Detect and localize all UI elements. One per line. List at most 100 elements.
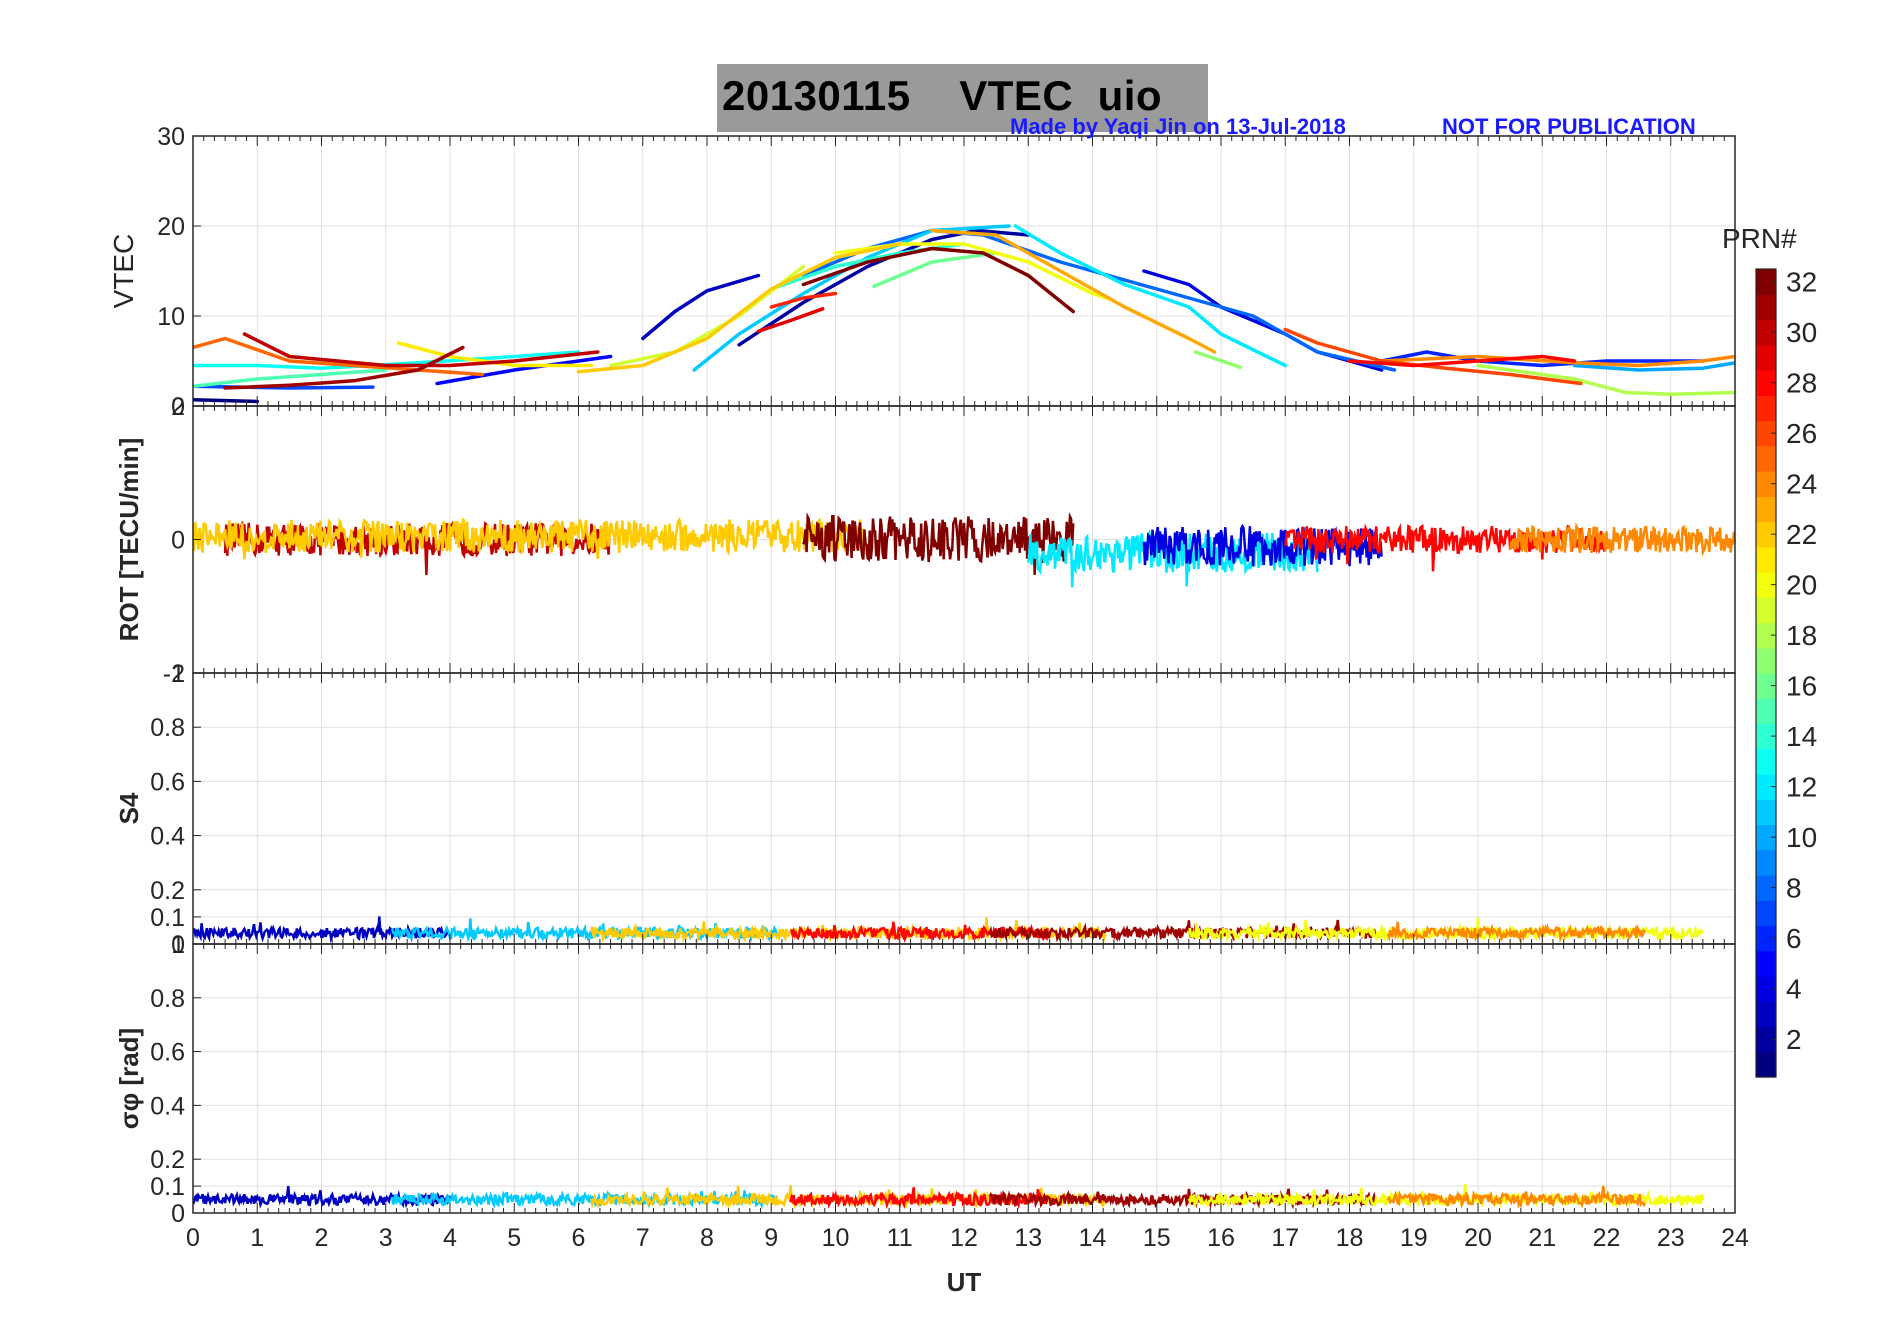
colorbar-swatch bbox=[1756, 445, 1776, 472]
y-tick-label: 0.1 bbox=[150, 1173, 185, 1201]
series-prn-30 bbox=[242, 332, 600, 368]
colorbar-swatch bbox=[1756, 925, 1776, 952]
series-prn-21 bbox=[396, 341, 594, 368]
series-prn-22 bbox=[193, 516, 869, 560]
series-prn-8 bbox=[801, 228, 1397, 372]
colorbar-swatch bbox=[1756, 875, 1776, 901]
title-quantity: VTEC bbox=[959, 72, 1074, 119]
title-date: 20130115 bbox=[722, 72, 911, 119]
series-group bbox=[193, 916, 1704, 944]
x-tick-label: 19 bbox=[1400, 1224, 1428, 1252]
colorbar-swatch bbox=[1756, 774, 1776, 800]
series-prn-27 bbox=[769, 291, 838, 309]
y-tick-label: 0.6 bbox=[150, 1039, 185, 1067]
colorbar-swatch bbox=[1756, 294, 1776, 321]
x-tick-label: 22 bbox=[1593, 1224, 1621, 1252]
series-prn-10 bbox=[1572, 361, 1735, 372]
y-tick-label: 0.4 bbox=[150, 1092, 185, 1120]
colorbar-tick-label: 16 bbox=[1786, 671, 1817, 702]
x-axis-label: UT bbox=[947, 1267, 982, 1297]
panel-s4: 00.10.2 0.4 0.6 0.8 1 S4 bbox=[114, 660, 1736, 959]
y-tick-label: 0.6 bbox=[150, 768, 185, 796]
y-tick-label: 0.8 bbox=[150, 985, 185, 1013]
x-tick-label: 18 bbox=[1336, 1224, 1364, 1252]
x-tick-label: 13 bbox=[1014, 1224, 1042, 1252]
series-prn-15 bbox=[193, 368, 388, 388]
colorbar-tick-label: 4 bbox=[1786, 974, 1802, 1005]
x-tick-label: 21 bbox=[1528, 1224, 1556, 1252]
x-minor-ticks bbox=[192, 944, 1736, 1213]
colorbar-tick-label: 26 bbox=[1786, 418, 1817, 449]
colorbar-swatch bbox=[1756, 723, 1776, 750]
series-group bbox=[193, 224, 1735, 404]
y-tick-label: 0.2 bbox=[150, 1146, 185, 1174]
colorbar-swatch bbox=[1756, 647, 1776, 674]
colorbar-swatch bbox=[1756, 496, 1776, 523]
series-prn-5 bbox=[435, 354, 613, 386]
colorbar-label: PRN# bbox=[1722, 223, 1797, 254]
series-prn-24 bbox=[1386, 921, 1646, 943]
series-prn-31 bbox=[988, 919, 1377, 943]
colorbar-tick-label: 10 bbox=[1786, 822, 1817, 853]
colorbar-swatch bbox=[1756, 572, 1776, 598]
colorbar-tick-label: 18 bbox=[1786, 620, 1817, 651]
colorbar-tick-label: 2 bbox=[1786, 1024, 1802, 1055]
colorbar-swatch bbox=[1756, 950, 1776, 977]
x-tick-label: 16 bbox=[1207, 1224, 1235, 1252]
panel-grid bbox=[193, 944, 1735, 1213]
series-prn-24 bbox=[1379, 354, 1735, 368]
series-prn-24 bbox=[1386, 1185, 1647, 1210]
y-tick-label: 2 bbox=[171, 393, 185, 421]
colorbar-swatch bbox=[1756, 849, 1776, 876]
colorbar-swatch bbox=[1756, 370, 1776, 396]
series-prn-32 bbox=[802, 512, 1075, 575]
x-tick-label: 6 bbox=[572, 1224, 586, 1252]
series-prn-23 bbox=[930, 228, 1217, 354]
x-tick-label: 24 bbox=[1721, 1224, 1749, 1252]
x-tick-label: 2 bbox=[315, 1224, 329, 1252]
x-tick-label: 11 bbox=[887, 1224, 913, 1252]
colorbar-tick-label: 6 bbox=[1786, 923, 1802, 954]
figure-title: 20130115 VTEC uio bbox=[722, 72, 1162, 120]
x-tick-label: 3 bbox=[379, 1224, 393, 1252]
colorbar-swatch bbox=[1756, 622, 1776, 649]
panel-vtec: 0 10 20 30 VTEC bbox=[108, 123, 1736, 421]
colorbar-swatch bbox=[1756, 1051, 1776, 1078]
y-tick-label: 0 bbox=[171, 931, 185, 959]
series-prn-16 bbox=[872, 251, 998, 289]
series-prn-32 bbox=[801, 246, 1075, 314]
series-prn-4 bbox=[1142, 523, 1383, 567]
colorbar-swatch bbox=[1756, 976, 1776, 1002]
series-prn-31 bbox=[988, 1188, 1377, 1210]
colorbar-swatch bbox=[1756, 395, 1776, 422]
y-tick-label: 0 bbox=[171, 393, 185, 421]
colorbar-swatch bbox=[1756, 420, 1776, 447]
series-prn-28 bbox=[1284, 522, 1608, 572]
colorbar-swatch bbox=[1756, 471, 1776, 497]
series-prn-17 bbox=[1193, 350, 1243, 370]
colorbar-tick-label: 22 bbox=[1786, 519, 1817, 550]
series-prn-24 bbox=[1508, 522, 1735, 557]
title-background bbox=[717, 64, 1208, 132]
y-axis-label-s4: S4 bbox=[114, 792, 144, 824]
x-tick-label: 20 bbox=[1464, 1224, 1492, 1252]
colorbar-tick-label: 12 bbox=[1786, 772, 1817, 803]
colorbar-tick-label: 20 bbox=[1786, 570, 1817, 601]
x-tick-label: 0 bbox=[186, 1224, 200, 1252]
colorbar-tick-label: 24 bbox=[1786, 469, 1817, 500]
y-tick-label: 0 bbox=[171, 1200, 185, 1228]
y-tick-label: 0.1 bbox=[150, 904, 185, 932]
x-tick-label: 1 bbox=[250, 1224, 264, 1252]
x-minor-ticks bbox=[192, 136, 1736, 406]
series-prn-19 bbox=[608, 264, 806, 368]
x-minor-ticks bbox=[192, 673, 1736, 944]
x-tick-label: 8 bbox=[700, 1224, 714, 1252]
x-tick-label: 7 bbox=[636, 1224, 650, 1252]
colorbar-frame bbox=[1755, 268, 1777, 1078]
y-tick-label: 30 bbox=[157, 123, 185, 151]
author-credit: Made by Yaqi Jin on 13-Jul-2018 bbox=[1010, 114, 1346, 139]
y-axis-label-sigma_phi: σφ [rad] bbox=[114, 1028, 144, 1129]
series-prn-22 bbox=[576, 242, 902, 374]
series-prn-12 bbox=[1013, 224, 1288, 368]
